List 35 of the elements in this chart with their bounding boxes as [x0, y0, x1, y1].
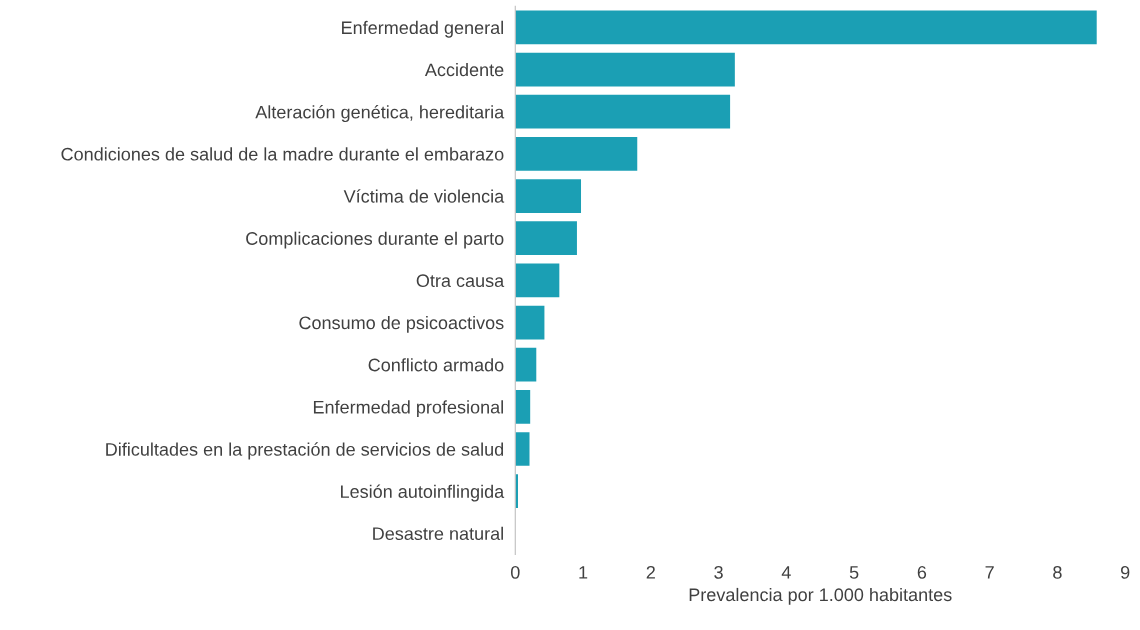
- x-axis-title: Prevalencia por 1.000 habitantes: [689, 587, 952, 605]
- y-tick-label: Otra causa: [416, 274, 505, 288]
- y-tick-label: Enfermedad profesional: [313, 400, 503, 418]
- y-tick-label: Conflicto armado: [368, 358, 504, 372]
- y-tick-label: Condiciones de salud de la madre durante el embarazo: [61, 147, 504, 161]
- y-tick-label: Desastre natural: [373, 526, 503, 541]
- x-tick-label: 4: [781, 566, 791, 579]
- bar: [515, 389, 531, 424]
- bar: [515, 347, 537, 382]
- bar: [515, 10, 1097, 45]
- x-tick-label: 3: [714, 565, 723, 579]
- x-tick-label: 7: [985, 566, 994, 579]
- x-tick-label: 2: [646, 565, 655, 579]
- bar: [515, 221, 577, 256]
- bar: [515, 305, 545, 340]
- y-tick-label: Dificultades en la prestación de servicios de salud: [106, 442, 504, 460]
- bar: [515, 137, 638, 171]
- x-tick-label: 1: [579, 566, 588, 579]
- bar: [515, 263, 560, 298]
- y-tick-label: Alteración genética, hereditaria: [255, 105, 505, 123]
- x-tick-label: 6: [917, 565, 927, 579]
- y-tick-label: Enfermedad general: [342, 20, 503, 38]
- y-tick-label: Víctima de violencia: [343, 189, 505, 203]
- y-tick-label: Lesión autoinflingida: [341, 484, 505, 502]
- bar: [515, 94, 731, 129]
- bar: [515, 179, 582, 213]
- x-tick-label: 5: [849, 566, 859, 579]
- x-tick-label: 0: [510, 565, 520, 579]
- x-tick-label: 9: [1121, 565, 1130, 579]
- x-tick-label: 8: [1053, 565, 1062, 579]
- y-tick-label: Accidente: [424, 63, 504, 77]
- bar: [515, 52, 735, 87]
- bar: [515, 432, 530, 466]
- y-tick-label: Consumo de psicoactivos: [299, 315, 504, 333]
- y-tick-label: Complicaciones durante el parto: [246, 231, 504, 249]
